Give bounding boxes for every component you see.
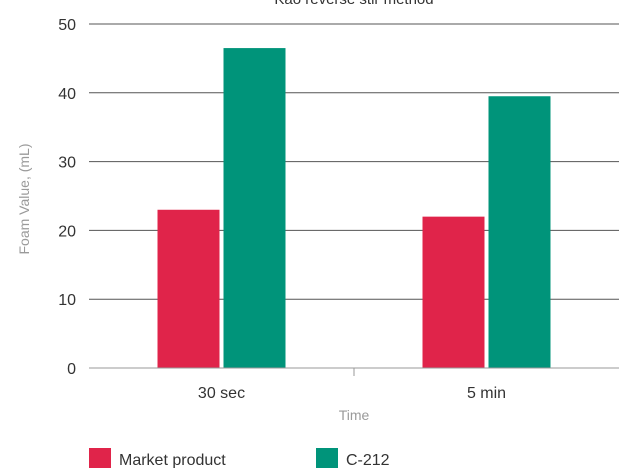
y-tick-label: 20 [58,223,76,240]
bar [223,48,286,369]
bars [157,48,551,369]
y-tick-label: 0 [67,361,76,378]
legend-swatch [89,448,111,468]
y-tick-label: 50 [58,17,76,34]
y-axis-title: Foam Value, (mL) [16,144,32,255]
legend-swatch [316,448,338,468]
bar [157,209,220,368]
bar [488,96,551,369]
y-tick-label: 40 [58,86,76,103]
x-axis-title: Time [339,407,370,423]
y-tick-label: 10 [58,292,76,309]
chart-title: Kao reverse stir method [274,0,433,8]
legend-label: Market product [119,452,226,468]
legend: Market product C-212 [89,448,390,468]
x-tick-label: 5 min [467,385,506,402]
y-tick-label: 30 [58,155,76,172]
bar [422,216,485,368]
x-tick-label: 30 sec [198,385,245,402]
axes: 0 10 20 30 40 50 30 sec 5 min [58,17,619,402]
legend-label: C-212 [346,452,390,468]
